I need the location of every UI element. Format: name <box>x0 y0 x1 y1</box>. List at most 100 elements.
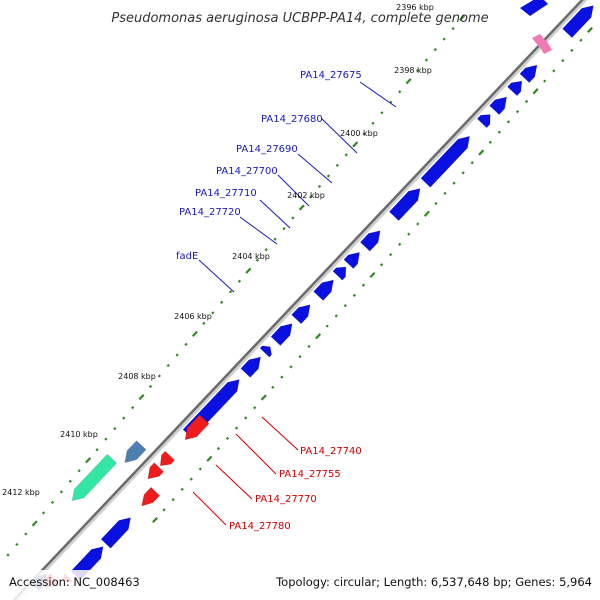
inner-tick-dot <box>543 79 547 83</box>
genome-summary-text: Topology: circular; Length: 6,537,648 bp… <box>275 575 592 589</box>
inner-tick-dot <box>307 344 311 349</box>
inner-tick-dot <box>497 130 501 134</box>
gene-label-pa14-27740: PA14_27740 <box>300 446 362 457</box>
inner-tick-dot <box>334 314 338 318</box>
forward-gene-arrow <box>240 356 261 378</box>
outer-tick-dot <box>15 542 19 547</box>
forward-gene-arrow <box>388 188 421 222</box>
inner-tick-dot <box>488 140 492 144</box>
tick-label-2402: 2402 kbp <box>287 191 325 200</box>
outer-tick-dot <box>371 121 375 125</box>
inner-tick-dot <box>470 161 474 165</box>
outer-tick-dot <box>264 248 268 252</box>
outer-tick-dot <box>191 330 198 337</box>
inner-tick-dot <box>515 110 520 114</box>
forward-gene-arrow <box>489 96 508 116</box>
inner-tick-dot <box>478 149 485 156</box>
reverse-gene-arrow <box>184 414 210 441</box>
tick-label-2396: 2396 kbp <box>396 3 434 12</box>
inner-tick-dot <box>189 477 193 481</box>
inner-tick-dot <box>352 293 356 298</box>
tick-label-2398: 2398 kbp <box>394 66 432 75</box>
outer-tick-dot <box>113 427 117 431</box>
label-leader-lines <box>192 81 397 526</box>
outer-tick-dot <box>31 520 38 527</box>
forward-label-leader <box>277 174 310 207</box>
gene-label-pa14-27700: PA14_27700 <box>216 166 278 177</box>
outer-tick-dot <box>41 511 46 515</box>
outer-tick-dot <box>148 384 153 389</box>
outer-tick-dot <box>122 416 126 420</box>
outer-tick-dot <box>202 321 206 325</box>
inner-tick-dot <box>407 232 411 236</box>
outer-tick-dot <box>326 174 331 178</box>
inner-tick-dot <box>244 416 248 420</box>
forward-gene-arrow <box>291 304 311 325</box>
forward-gene-arrow <box>332 266 347 281</box>
outer-tick-dot <box>68 479 72 483</box>
tick-label-2406: 2406 kbp <box>174 312 212 321</box>
reverse-gene-arrow <box>147 462 165 480</box>
green-gene-arrow <box>71 453 118 502</box>
reverse-label-leader <box>215 464 253 500</box>
inner-tick-dot <box>369 271 376 279</box>
gene-features <box>30 0 594 591</box>
inner-tick-dot <box>443 191 447 195</box>
inner-tick-dot <box>315 333 322 340</box>
tick-label-2410: 2410 kbp <box>60 430 98 439</box>
inner-tick-dot <box>587 26 593 34</box>
outer-tick-dot <box>291 216 295 220</box>
outer-tick-dot <box>157 374 161 378</box>
outer-tick-dot <box>282 226 286 231</box>
inner-tick-dot <box>152 516 158 524</box>
outer-tick-dot <box>77 469 81 473</box>
forward-gene-arrow <box>270 323 293 346</box>
inner-tick-dot <box>298 355 302 359</box>
outer-tick-dot <box>175 353 179 357</box>
inner-tick-dot <box>561 59 565 63</box>
outer-tick-dot <box>433 47 437 52</box>
outer-tick-dot <box>405 78 412 85</box>
inner-tick-dot <box>289 365 293 369</box>
outer-tick-dot <box>228 290 233 294</box>
outer-tick-dot <box>166 363 170 368</box>
inner-tick-dot <box>253 406 257 410</box>
inner-tick-dot <box>398 242 402 246</box>
outer-tick-dot <box>309 195 313 199</box>
inner-tick-dot <box>225 436 230 440</box>
outer-tick-dot <box>138 393 145 401</box>
inner-tick-dot <box>361 283 366 287</box>
outer-tick-dot <box>220 300 224 304</box>
inner-tick-dot <box>343 304 347 308</box>
forward-gene-arrow <box>520 0 548 16</box>
outer-tick-dot <box>298 204 305 211</box>
inner-tick-dot <box>198 467 202 471</box>
forward-gene-arrow <box>313 279 334 301</box>
outer-tick-dot <box>398 90 402 94</box>
gene-label-pa14-27755: PA14_27755 <box>279 469 341 480</box>
outer-tick-dot <box>362 132 366 136</box>
forward-gene-arrow <box>507 80 523 97</box>
outer-tick-dot <box>317 184 322 189</box>
forward-label-leader <box>198 259 235 293</box>
outer-tick-dot <box>24 532 28 536</box>
forward-label-leader <box>320 117 358 154</box>
outer-tick-dot <box>424 58 429 62</box>
steel-gene-arrow <box>124 440 147 464</box>
inner-tick-dot <box>552 69 556 73</box>
accession-text: Accession: NC_008463 <box>9 575 140 589</box>
forward-gene-arrow <box>343 252 360 269</box>
reverse-label-leader <box>235 433 277 475</box>
inner-tick-dot <box>423 210 430 217</box>
outer-tick-dot <box>255 258 259 262</box>
inner-tick-dot <box>416 222 420 226</box>
tick-label-2408: 2408 kbp <box>118 372 156 381</box>
gene-label-pa14-27675: PA14_27675 <box>300 70 362 81</box>
inner-tick-dot <box>271 385 275 389</box>
reverse-gene-arrow <box>141 486 161 507</box>
inner-tick-dot <box>280 375 284 379</box>
forward-gene-arrow <box>476 114 491 129</box>
forward-gene-arrow <box>100 517 131 549</box>
outer-tick-dot <box>85 457 92 464</box>
